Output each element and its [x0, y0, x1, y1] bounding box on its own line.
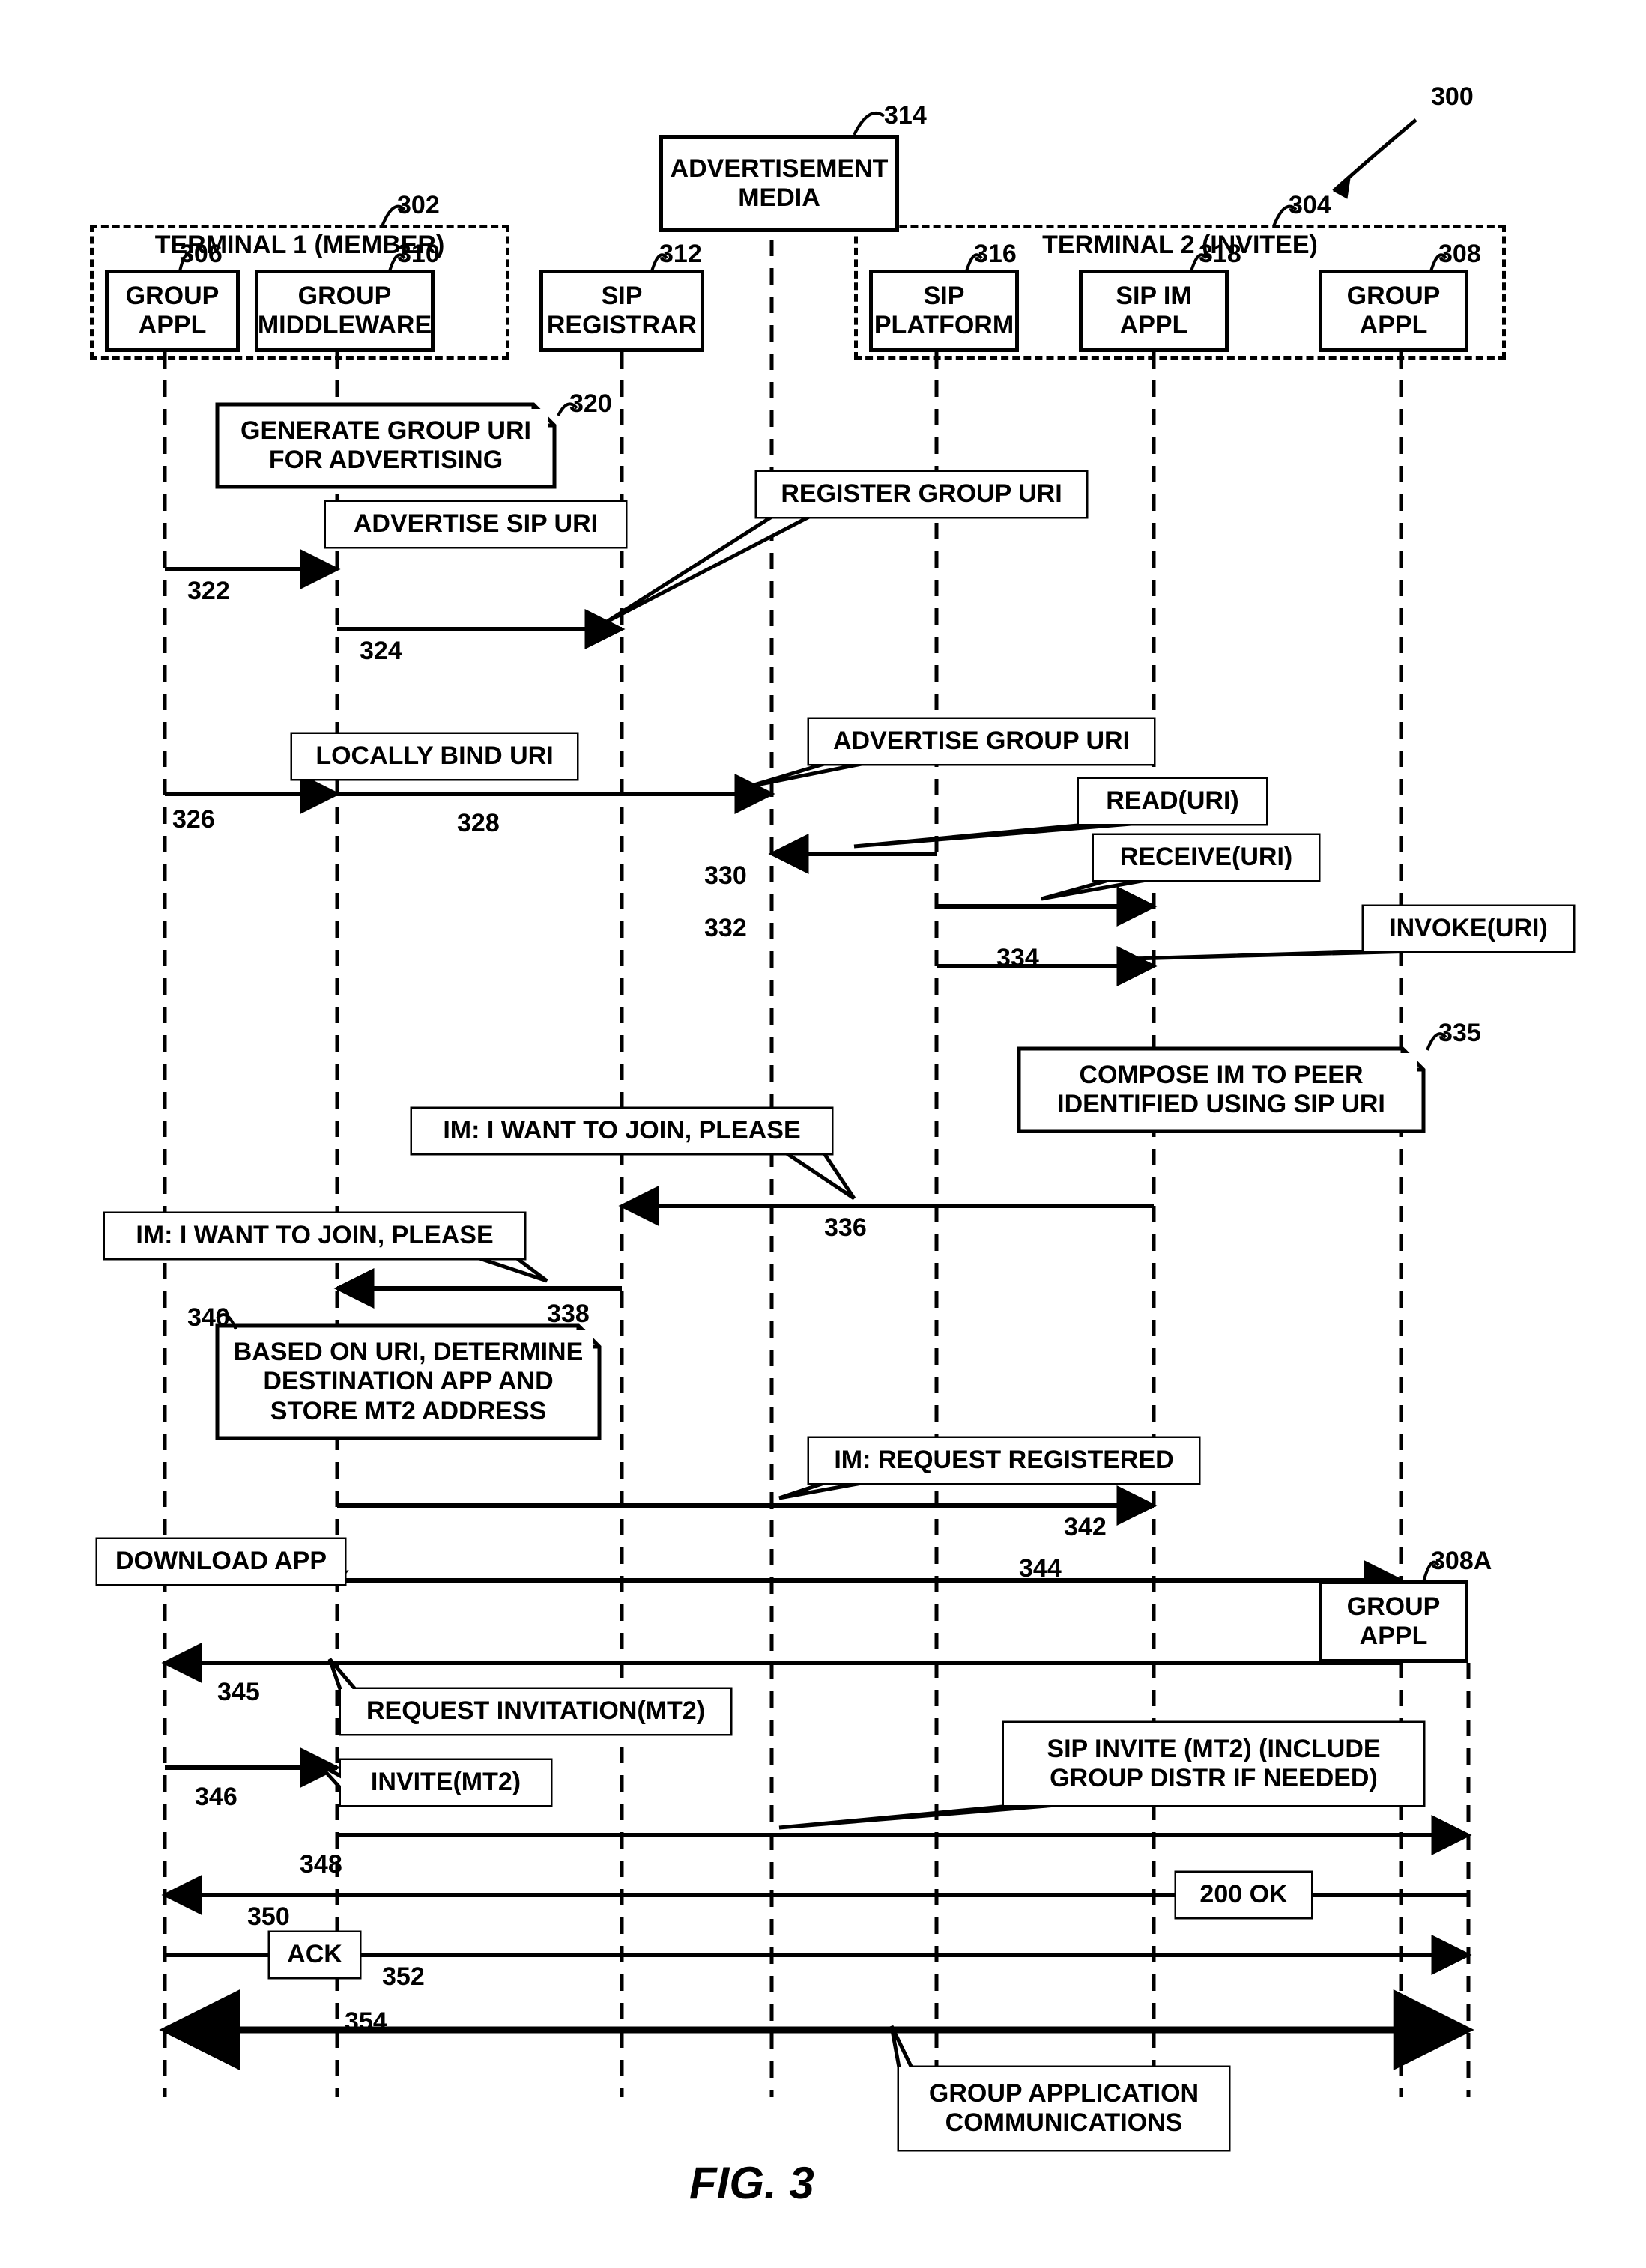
msg-328: ADVERTISE GROUP URI [809, 719, 1154, 764]
ref-338: 338 [547, 1300, 590, 1329]
msg-322: ADVERTISE SIP URI [326, 502, 626, 547]
ref-324: 324 [360, 637, 402, 666]
ref-314: 314 [884, 101, 927, 130]
ref-306: 306 [180, 240, 223, 269]
participant-t2-sip-im-appl: SIP IMAPPL [1079, 270, 1229, 352]
participant-downloaded-group-appl: GROUPAPPL [1319, 1580, 1468, 1663]
ref-342: 342 [1064, 1513, 1107, 1542]
ref-304: 304 [1289, 191, 1331, 220]
participant-ad-media: ADVERTISEMENTMEDIA [659, 135, 899, 232]
ref-302: 302 [397, 191, 440, 220]
note-340: BASED ON URI, DETERMINEDESTINATION APP A… [223, 1330, 593, 1434]
msg-332: RECEIVE(URI) [1094, 835, 1319, 880]
msg-350: 200 OK [1176, 1873, 1311, 1917]
ref-335: 335 [1438, 1019, 1481, 1048]
msg-345: REQUEST INVITATION(MT2) [341, 1689, 730, 1734]
ref-326: 326 [172, 805, 215, 834]
ref-308a: 308A [1431, 1547, 1492, 1576]
msg-348: SIP INVITE (MT2) (INCLUDEGROUP DISTR IF … [1004, 1723, 1423, 1805]
note-335: COMPOSE IM TO PEERIDENTIFIED USING SIP U… [1025, 1053, 1417, 1127]
group-title: TERMINAL 1 (MEMBER) [90, 231, 509, 260]
ref-352: 352 [382, 1962, 425, 1992]
figure-label: FIG. 3 [689, 2157, 814, 2209]
msg-324: REGISTER GROUP URI [757, 472, 1086, 517]
msg-334: INVOKE(URI) [1364, 906, 1573, 951]
ref-316: 316 [974, 240, 1017, 269]
ref-336: 336 [824, 1213, 867, 1243]
participant-t2-group-appl: GROUPAPPL [1319, 270, 1468, 352]
ref-354: 354 [345, 2007, 387, 2037]
ref-308: 308 [1438, 240, 1481, 269]
msg-338: IM: I WANT TO JOIN, PLEASE [105, 1213, 524, 1258]
msg-330: READ(URI) [1079, 779, 1266, 824]
ref-350: 350 [247, 1902, 290, 1932]
msg-346: INVITE(MT2) [341, 1760, 551, 1805]
ref-334: 334 [996, 944, 1039, 973]
group-title: TERMINAL 2 (INVITEE) [854, 231, 1506, 260]
ref-332: 332 [704, 914, 747, 943]
ref-340: 340 [187, 1303, 230, 1332]
msg-344: DOWNLOAD APP [97, 1539, 345, 1584]
msg-352: ACK [270, 1932, 360, 1977]
ref-345: 345 [217, 1678, 260, 1707]
ref-322: 322 [187, 577, 230, 606]
ref-348: 348 [300, 1850, 342, 1879]
ref-330: 330 [704, 861, 747, 891]
ref-300: 300 [1431, 82, 1474, 112]
participant-t2-sip-platform: SIPPLATFORM [869, 270, 1019, 352]
ref-310: 310 [397, 240, 440, 269]
ref-328: 328 [457, 809, 500, 838]
msg-342: IM: REQUEST REGISTERED [809, 1438, 1199, 1483]
msg-326: LOCALLY BIND URI [292, 734, 577, 779]
participant-t1-group-appl: GROUPAPPL [105, 270, 240, 352]
ref-312: 312 [659, 240, 702, 269]
ref-318: 318 [1199, 240, 1241, 269]
msg-354: GROUP APPLICATIONCOMMUNICATIONS [899, 2067, 1229, 2150]
ref-320: 320 [569, 389, 612, 419]
ref-344: 344 [1019, 1554, 1062, 1583]
participant-t1-group-middleware: GROUPMIDDLEWARE [255, 270, 435, 352]
ref-346: 346 [195, 1783, 237, 1812]
participant-sip-registrar: SIPREGISTRAR [539, 270, 704, 352]
msg-336: IM: I WANT TO JOIN, PLEASE [412, 1109, 832, 1153]
note-320: GENERATE GROUP URIFOR ADVERTISING [223, 409, 548, 482]
